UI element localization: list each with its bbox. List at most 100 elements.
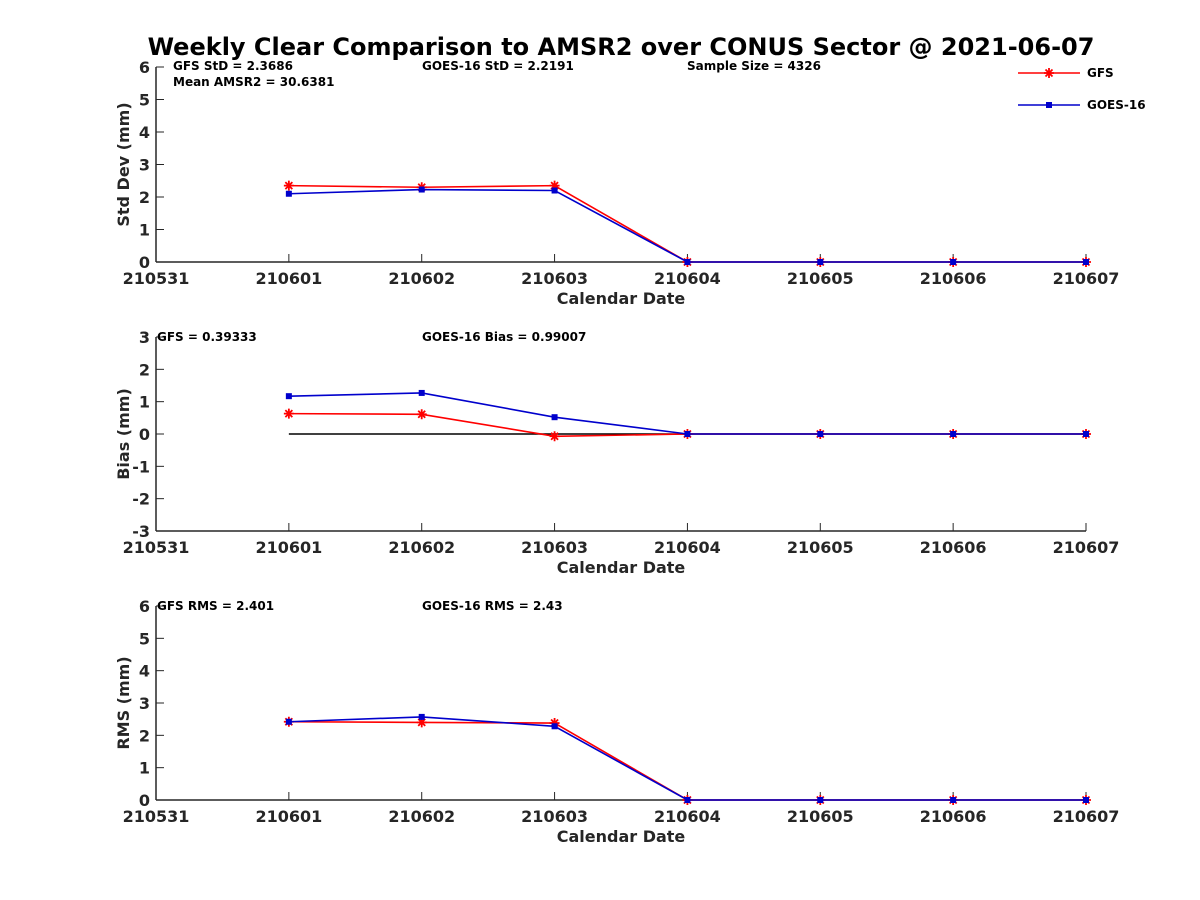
y-axis-label: Bias (mm): [114, 388, 133, 480]
x-tick-label: 210606: [920, 538, 987, 557]
x-tick-label: 210605: [787, 807, 854, 826]
gfs-point: [283, 408, 294, 419]
x-axis-label: Calendar Date: [557, 289, 686, 308]
goes-16-point: [1083, 797, 1089, 803]
stat-label: GOES-16 RMS = 2.43: [422, 599, 563, 613]
x-tick-label: 210603: [521, 538, 588, 557]
x-tick-label: 210607: [1053, 807, 1120, 826]
y-tick-label: 0: [139, 425, 150, 444]
goes-16-series-line: [288, 188, 1086, 263]
y-tick-label: 0: [139, 253, 150, 272]
legend-label: GOES-16: [1087, 98, 1146, 112]
gfs-point: [416, 717, 427, 728]
y-tick-label: 0: [139, 791, 150, 810]
x-tick-label: 210601: [255, 269, 322, 288]
gfs-point: [416, 409, 427, 420]
stat-label: Mean AMSR2 = 30.6381: [173, 75, 334, 89]
y-tick-label: 3: [139, 328, 150, 347]
legend: GFS GOES-16: [1018, 66, 1146, 112]
x-tick-label: 210531: [123, 807, 190, 826]
goes-16-point: [1083, 259, 1089, 265]
goes-16-point: [817, 431, 824, 437]
goes-16-point: [418, 389, 425, 396]
goes-16-point: [285, 393, 292, 400]
goes-16-point: [285, 190, 292, 197]
y-tick-label: 1: [139, 759, 150, 778]
chart-title: Weekly Clear Comparison to AMSR2 over CO…: [148, 33, 1095, 61]
y-tick-label: -2: [132, 490, 150, 509]
goes-16-point: [418, 713, 425, 720]
x-tick-label: 210603: [521, 269, 588, 288]
x-tick-label: 210605: [787, 538, 854, 557]
y-tick-label: 1: [139, 221, 150, 240]
x-tick-label: 210602: [388, 807, 455, 826]
y-tick-label: 6: [139, 58, 150, 77]
goes-16-point: [817, 259, 824, 265]
x-tick-label: 210603: [521, 807, 588, 826]
goes-16-point: [950, 797, 957, 803]
gfs-series-line: [288, 184, 1086, 263]
x-tick-label: 210604: [654, 269, 721, 288]
goes-16-point: [950, 431, 957, 437]
y-tick-label: 5: [139, 91, 150, 110]
x-tick-label: 210607: [1053, 269, 1120, 288]
gfs-point: [283, 180, 294, 191]
x-tick-label: 210531: [123, 269, 190, 288]
y-tick-label: 3: [139, 156, 150, 175]
x-tick-label: 210604: [654, 538, 721, 557]
x-tick-label: 210602: [388, 538, 455, 557]
y-tick-label: 2: [139, 726, 150, 745]
legend-marker: [1046, 102, 1052, 108]
y-axis-label: Std Dev (mm): [114, 102, 133, 226]
x-tick-label: 210601: [255, 807, 322, 826]
y-tick-label: 5: [139, 629, 150, 648]
goes-16-point: [684, 259, 691, 265]
legend-marker: [1044, 68, 1054, 78]
stat-label: GFS StD = 2.3686: [173, 59, 293, 73]
goes-16-point: [551, 723, 558, 730]
goes-16-point: [817, 797, 824, 803]
stat-label: GFS RMS = 2.401: [157, 599, 274, 613]
bias-panel: -3 -2 -1 0 1 2 3 210531 210601 210602 210603 210604…: [114, 328, 1119, 577]
gfs-point: [549, 718, 560, 729]
rms-panel: 0 1 2 3 4 5 6 210531 210601 210602 210603 210604 210…: [114, 597, 1119, 846]
goes-16-point: [1083, 431, 1089, 437]
goes-16-point: [684, 431, 691, 437]
x-axis-label: Calendar Date: [557, 827, 686, 846]
y-tick-label: -1: [132, 457, 150, 476]
y-tick-label: -3: [132, 522, 150, 541]
legend-label: GFS: [1087, 66, 1114, 80]
stat-label: GFS = 0.39333: [157, 330, 257, 344]
x-tick-label: 210531: [123, 538, 190, 557]
x-tick-label: 210605: [787, 269, 854, 288]
gfs-point: [549, 431, 560, 442]
y-tick-label: 3: [139, 694, 150, 713]
std-dev-panel: 0 1 2 3 4 5 6 210531 210601 210602 210603 210604 210…: [114, 58, 1119, 308]
stat-label: Sample Size = 4326: [687, 59, 821, 73]
x-tick-label: 210606: [920, 269, 987, 288]
stat-label: GOES-16 StD = 2.2191: [422, 59, 574, 73]
gfs-series-line: [288, 720, 1086, 801]
y-tick-label: 1: [139, 393, 150, 412]
stat-label: GOES-16 Bias = 0.99007: [422, 330, 586, 344]
x-tick-label: 210606: [920, 807, 987, 826]
y-tick-label: 4: [139, 123, 150, 142]
x-tick-label: 210602: [388, 269, 455, 288]
x-tick-label: 210601: [255, 538, 322, 557]
y-tick-label: 4: [139, 662, 150, 681]
x-tick-label: 210604: [654, 807, 721, 826]
gfs-point: [549, 180, 560, 191]
goes-16-point: [551, 187, 558, 194]
x-tick-label: 210607: [1053, 538, 1120, 557]
goes-16-series-line: [288, 716, 1086, 801]
goes-16-point: [950, 259, 957, 265]
x-axis-label: Calendar Date: [557, 558, 686, 577]
goes-16-point: [684, 797, 691, 803]
y-tick-label: 6: [139, 597, 150, 616]
y-tick-label: 2: [139, 360, 150, 379]
goes-16-point: [418, 186, 425, 193]
y-tick-label: 2: [139, 188, 150, 207]
y-axis-label: RMS (mm): [114, 656, 133, 749]
goes-16-point: [285, 718, 292, 725]
